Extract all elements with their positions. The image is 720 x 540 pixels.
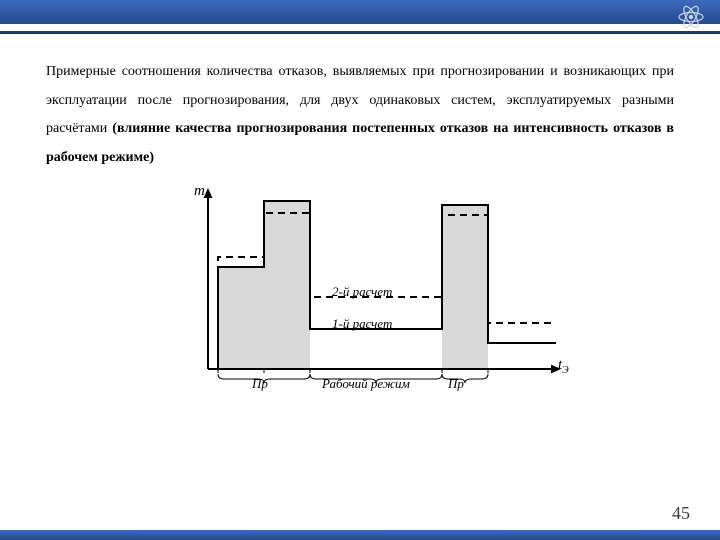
footer-band bbox=[0, 530, 720, 540]
svg-text:2-й расчет: 2-й расчет bbox=[332, 284, 392, 299]
figure: 2-й расчет1-й расчетПрРабочий режимПр m … bbox=[142, 179, 578, 401]
svg-text:Пр: Пр bbox=[447, 376, 464, 391]
figure-wrapper: 2-й расчет1-й расчетПрРабочий режимПр m … bbox=[46, 179, 674, 401]
header-blue-strip bbox=[0, 0, 720, 24]
header-band bbox=[0, 0, 720, 34]
svg-text:Пр: Пр bbox=[251, 376, 268, 391]
paragraph-bold-text: (влияние качества прогнозирования постеп… bbox=[46, 121, 674, 165]
header-underline bbox=[0, 24, 720, 34]
content-area: Примерные соотношения количества отказов… bbox=[0, 34, 720, 530]
y-axis-label: m bbox=[194, 183, 205, 200]
x-axis-label: tЭ bbox=[558, 357, 569, 376]
page-number: 45 bbox=[672, 503, 690, 524]
diagram-svg: 2-й расчет 1-й расчет Пр Рабочий режим Пр bbox=[142, 179, 578, 401]
svg-text:Рабочий режим: Рабочий режим bbox=[321, 376, 410, 391]
main-paragraph: Примерные соотношения количества отказов… bbox=[46, 58, 674, 173]
atom-icon bbox=[676, 2, 706, 32]
svg-text:1-й расчет: 1-й расчет bbox=[332, 316, 392, 331]
